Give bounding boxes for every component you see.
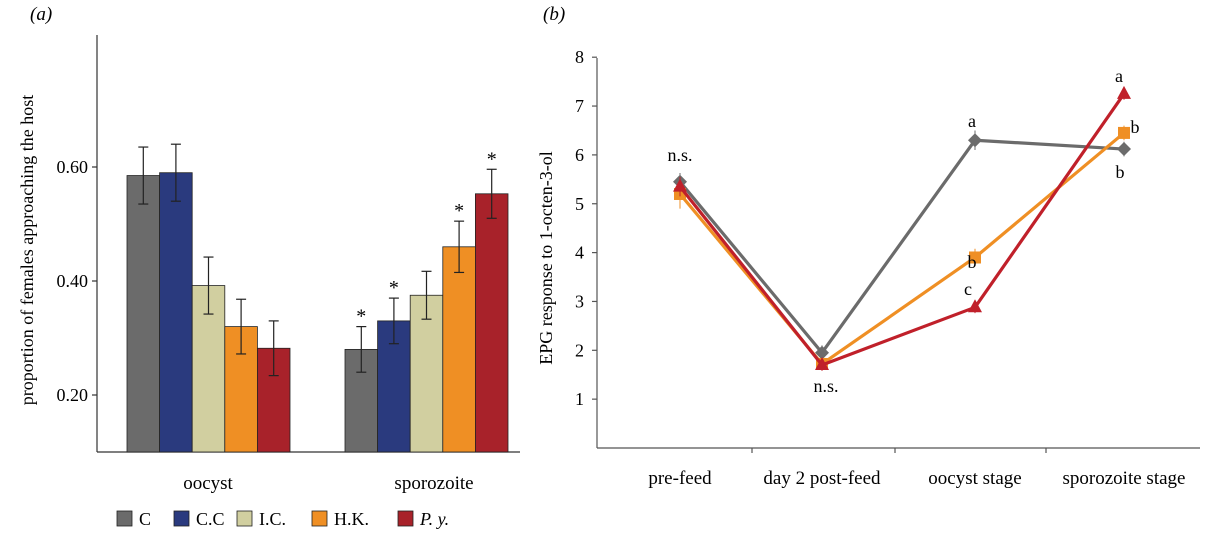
point-diamond [968, 133, 982, 148]
point-triangle [1117, 85, 1131, 99]
point-square [969, 251, 981, 264]
y-tick-label-b: 4 [575, 243, 584, 263]
annotation-label-b: c [964, 279, 972, 299]
series-line-hk [678, 131, 1126, 366]
series-line-c [678, 138, 1125, 355]
panel-a-label: (a) [30, 4, 52, 25]
point-triangle [968, 299, 982, 313]
y-tick-label-a: 0.40 [57, 271, 89, 291]
y-tick-label-b: 1 [575, 389, 584, 409]
significance-mark: * [356, 306, 366, 328]
x-category-label-a: sporozoite [394, 473, 473, 494]
annotation-label-b: a [968, 111, 976, 131]
annotation-label-b: n.s. [667, 145, 692, 165]
y-tick-label-b: 5 [575, 194, 584, 214]
y-tick-label-b: 6 [575, 145, 584, 165]
point-square [1118, 126, 1130, 139]
y-tick-label-a: 0.20 [57, 385, 89, 405]
bar-chart-a: (a) proportion of females approaching th… [17, 4, 520, 529]
y-tick-label-b: 3 [575, 291, 584, 311]
bar-c-oocyst [126, 175, 160, 453]
point-diamond [815, 345, 829, 360]
x-category-label-b: day 2 post-feed [763, 468, 881, 489]
y-ticks-a: 0.20 0.40 0.60 [57, 157, 97, 405]
bar-py-sporozoite [474, 193, 509, 453]
legend-label: C [139, 509, 151, 529]
y-tick-label-b: 7 [575, 96, 584, 116]
legend-swatch [236, 510, 253, 527]
annotation-label-b: a [1115, 66, 1123, 86]
point-square [674, 187, 686, 200]
annotation-label-b: b [1116, 162, 1125, 182]
y-axis-label-b: EPG response to 1-octen-3-ol [536, 151, 556, 364]
axes-b [596, 58, 1200, 449]
significance-mark: * [454, 200, 464, 222]
bar-cc-oocyst [159, 172, 193, 453]
y-axis-label-a: proportion of females approaching the ho… [17, 95, 37, 405]
legend-swatch [311, 510, 328, 527]
x-category-label-b: pre-feed [648, 468, 712, 489]
x-category-label-a: oocyst [183, 473, 233, 494]
legend-label: C.C [196, 509, 225, 529]
point-diamond [673, 174, 687, 189]
series-lines-b [673, 85, 1131, 371]
bars-a: * * * * [126, 143, 509, 453]
point-triangle [673, 178, 687, 192]
series-line-py [678, 92, 1126, 367]
legend-a: C C.C I.C. H.K. P. y. [116, 509, 449, 529]
y-tick-label-b: 8 [575, 47, 584, 67]
point-triangle [815, 356, 829, 370]
legend-swatch [173, 510, 190, 527]
point-diamond [1117, 142, 1131, 157]
x-category-label-b: sporozoite stage [1063, 468, 1186, 489]
legend-swatch [397, 510, 414, 527]
annotation-label-b: b [968, 252, 977, 272]
panel-b-label: (b) [543, 4, 565, 25]
y-tick-label-b: 2 [575, 340, 584, 360]
x-categories-a: oocyst sporozoite [183, 473, 473, 494]
legend-label: P. y. [419, 509, 449, 529]
x-category-label-b: oocyst stage [928, 468, 1021, 489]
legend-label: H.K. [334, 509, 369, 529]
point-square [816, 357, 828, 370]
bar-hk-sporozoite [442, 246, 476, 453]
y-ticks-b: 1 2 3 4 5 6 7 8 [575, 47, 597, 409]
annotation-label-b: b [1131, 117, 1140, 137]
annotation-label-b: n.s. [813, 376, 838, 396]
legend-swatch [116, 510, 133, 527]
y-tick-label-a: 0.60 [57, 157, 89, 177]
legend-label: I.C. [259, 509, 286, 529]
significance-mark: * [487, 148, 497, 170]
bar-ic-sporozoite [409, 294, 444, 453]
x-categories-b: pre-feed day 2 post-feed oocyst stage sporo… [648, 448, 1185, 489]
significance-mark: * [389, 277, 399, 299]
